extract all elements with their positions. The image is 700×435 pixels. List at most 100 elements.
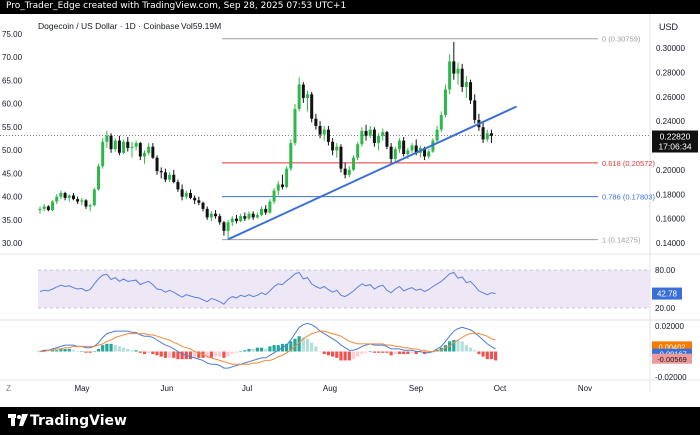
candle-body[interactable] (339, 146, 343, 169)
candle-body[interactable] (80, 200, 84, 202)
fib-retracement[interactable]: 0 (0.30759) 0.618 (0.20572) 0.786 (0.17803… (222, 35, 655, 245)
candle-body[interactable] (113, 140, 117, 150)
candle-body[interactable] (335, 146, 339, 151)
candle-body[interactable] (297, 84, 301, 109)
candle-body[interactable] (134, 143, 138, 147)
candle-body[interactable] (101, 141, 105, 167)
candle-body[interactable] (247, 213, 251, 219)
candle-body[interactable] (452, 61, 456, 74)
candle-body[interactable] (293, 108, 297, 144)
candle-body[interactable] (306, 94, 310, 98)
candle-body[interactable] (427, 151, 431, 157)
candle-body[interactable] (410, 145, 414, 151)
candle-body[interactable] (443, 89, 447, 116)
candle-body[interactable] (423, 147, 427, 157)
candle-body[interactable] (239, 216, 243, 222)
candle-body[interactable] (168, 174, 172, 180)
candle-body[interactable] (343, 168, 347, 175)
candle-body[interactable] (55, 196, 59, 202)
candle-body[interactable] (138, 143, 142, 157)
candle-body[interactable] (59, 193, 63, 197)
candle-body[interactable] (222, 222, 226, 231)
candle-body[interactable] (368, 129, 372, 136)
candle-body[interactable] (489, 133, 493, 136)
candle-body[interactable] (385, 132, 389, 147)
candle-body[interactable] (352, 157, 355, 170)
candle-body[interactable] (481, 127, 485, 140)
candle-body[interactable] (435, 129, 439, 141)
candle-body[interactable] (289, 143, 293, 169)
candle-body[interactable] (322, 129, 326, 135)
candle-body[interactable] (310, 94, 314, 119)
candle-body[interactable] (234, 218, 238, 222)
candle-body[interactable] (176, 182, 180, 190)
timezone-button[interactable]: Z (6, 384, 11, 393)
candle-body[interactable] (393, 149, 397, 159)
candle-body[interactable] (264, 208, 268, 213)
candle-body[interactable] (46, 206, 50, 211)
candle-body[interactable] (201, 202, 205, 209)
candle-body[interactable] (76, 199, 80, 202)
candle-body[interactable] (331, 141, 335, 151)
candle-body[interactable] (51, 201, 55, 211)
candle-body[interactable] (356, 144, 360, 158)
candle-body[interactable] (126, 141, 130, 148)
candle-body[interactable] (431, 140, 435, 152)
candle-body[interactable] (389, 146, 393, 159)
candle-body[interactable] (63, 193, 67, 198)
macd-pane[interactable]: 0.02000 -0.02000 0.00402-0.00167-0.00569 (38, 322, 692, 382)
candle-body[interactable] (381, 132, 385, 136)
candle-body[interactable] (147, 146, 151, 153)
candle-body[interactable] (109, 135, 113, 150)
candle-body[interactable] (402, 140, 406, 155)
candle-body[interactable] (464, 82, 468, 87)
rsi-pane[interactable]: 80.00 20.00 42.78 (38, 266, 682, 313)
candle-body[interactable] (364, 130, 368, 136)
candle-body[interactable] (243, 216, 247, 219)
candle-body[interactable] (485, 133, 489, 140)
candles[interactable] (38, 41, 493, 240)
candle-body[interactable] (280, 184, 284, 187)
candle-body[interactable] (460, 68, 464, 87)
candle-body[interactable] (38, 208, 42, 211)
candle-body[interactable] (197, 200, 201, 203)
candle-body[interactable] (272, 190, 276, 202)
candle-body[interactable] (448, 61, 452, 90)
candle-body[interactable] (143, 152, 146, 157)
candle-body[interactable] (117, 140, 121, 153)
candle-body[interactable] (226, 222, 230, 231)
candle-body[interactable] (469, 82, 473, 101)
candle-body[interactable] (97, 166, 101, 190)
candle-body[interactable] (67, 195, 71, 198)
candle-body[interactable] (318, 126, 322, 135)
candle-body[interactable] (347, 169, 351, 175)
candle-body[interactable] (151, 146, 155, 158)
candle-body[interactable] (285, 168, 289, 187)
candle-body[interactable] (276, 184, 280, 191)
candle-body[interactable] (214, 213, 218, 217)
chart-canvas[interactable]: Dogecoin / US Dollar · 1D · Coinbase Vol… (0, 14, 700, 407)
candle-body[interactable] (122, 141, 126, 153)
candle-body[interactable] (159, 171, 163, 173)
candle-body[interactable] (188, 193, 192, 198)
candle-body[interactable] (163, 172, 167, 180)
candle-body[interactable] (377, 135, 381, 144)
candle-body[interactable] (205, 208, 209, 218)
candle-body[interactable] (42, 206, 46, 209)
candle-body[interactable] (71, 195, 75, 200)
candle-body[interactable] (260, 208, 264, 215)
candle-body[interactable] (218, 216, 222, 223)
candle-body[interactable] (473, 100, 477, 120)
candle-body[interactable] (439, 115, 443, 130)
candle-body[interactable] (406, 150, 410, 155)
candle-body[interactable] (360, 130, 364, 145)
candle-body[interactable] (84, 200, 88, 207)
candle-body[interactable] (456, 68, 460, 74)
candle-body[interactable] (172, 174, 176, 183)
candle-body[interactable] (92, 189, 96, 206)
candle-body[interactable] (130, 146, 134, 148)
candle-body[interactable] (209, 213, 213, 218)
chart-frame[interactable]: Dogecoin / US Dollar · 1D · Coinbase Vol… (0, 14, 700, 407)
candle-body[interactable] (251, 213, 255, 218)
candle-body[interactable] (397, 140, 401, 150)
